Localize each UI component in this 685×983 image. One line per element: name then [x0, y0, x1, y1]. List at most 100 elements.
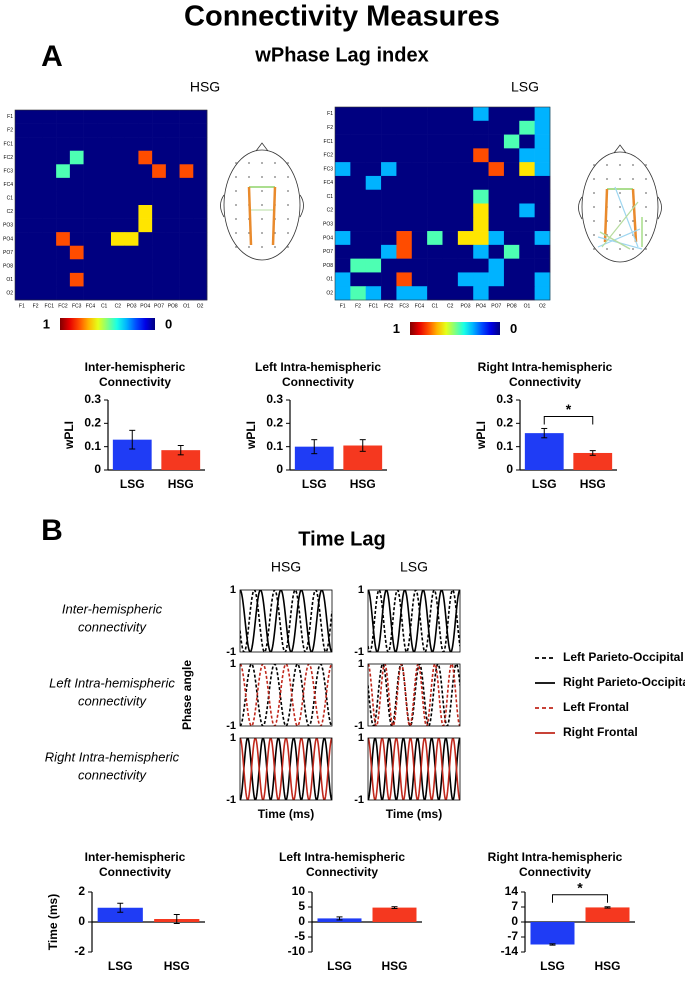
heatmap-cell: [411, 189, 428, 204]
heatmap-cell: [365, 244, 382, 259]
heatmap-cell: [411, 203, 428, 218]
y-tick-label: -1: [226, 646, 236, 658]
y-axis-label: wPLI: [474, 421, 488, 450]
heatmap-cell: [69, 245, 84, 260]
heatmap-cell: [56, 245, 71, 260]
heatmap-cell: [503, 134, 520, 149]
nose: [255, 142, 269, 152]
electrode: [645, 178, 647, 180]
electrode: [593, 178, 595, 180]
bar-chart-title: Left Intra-hemispheric: [279, 850, 405, 864]
electrode: [645, 192, 647, 194]
heatmap-cell: [179, 232, 194, 247]
heatmap-cell: [396, 258, 413, 273]
heatmap-cell: [28, 110, 43, 124]
heatmap-cell: [165, 286, 180, 301]
heatmap-cell: [97, 218, 112, 233]
panel-frame: [367, 663, 461, 727]
heatmap-cell: [427, 148, 443, 163]
heatmap-cell: [97, 286, 112, 301]
heatmap-cell: [15, 137, 30, 152]
heatmap-cell: [503, 272, 520, 287]
heatmap-cell: [519, 107, 535, 122]
heatmap-cell: [335, 120, 351, 135]
heatmap-cell: [365, 258, 382, 273]
heatmap-cell: [42, 245, 57, 260]
row-label: C2: [327, 208, 334, 214]
row-label: connectivity: [78, 693, 147, 708]
column-label: F2: [33, 303, 39, 309]
nose: [613, 144, 627, 154]
heatmap-cell: [457, 175, 474, 191]
column-label: PO3: [461, 303, 471, 309]
heatmap-cell: [350, 175, 367, 191]
heatmap-cell: [42, 177, 57, 192]
heatmap-cell: [97, 232, 112, 247]
y-tick-label: 0.1: [266, 439, 283, 453]
y-tick-label: -14: [501, 944, 519, 958]
column-label: FC2: [384, 303, 394, 309]
heatmap-cell: [42, 272, 57, 287]
electrode: [248, 246, 250, 248]
significance-bracket: [543, 415, 594, 425]
heatmap-cell: [396, 272, 413, 287]
heatmap-cell: [42, 218, 57, 233]
row-label: FC3: [324, 166, 334, 172]
heatmap-cell: [56, 259, 71, 274]
bar-chart-title: Right Intra-hemispheric: [478, 360, 613, 374]
heatmap-cell: [473, 217, 489, 232]
heatmap-cell: [83, 150, 98, 165]
head-map: [220, 142, 304, 261]
heatmap-cell: [350, 286, 367, 301]
bar: [97, 907, 143, 922]
electrode: [619, 192, 621, 194]
heatmap-cell: [56, 191, 71, 206]
heatmap-cell: [473, 272, 489, 287]
heatmap-cell: [442, 134, 459, 149]
heatmap-cell: [69, 137, 84, 152]
row-label: F2: [327, 125, 333, 131]
heatmap-cell: [488, 189, 505, 204]
heatmap-cell: [411, 175, 428, 191]
column-label: FC4: [86, 303, 96, 309]
heatmap-cell: [519, 162, 535, 177]
electrode: [261, 162, 263, 164]
heatmap-cell: [442, 189, 459, 204]
heatmap-cell: [193, 286, 208, 301]
heatmap-cell: [42, 164, 57, 179]
heatmap-cell: [152, 110, 167, 124]
bar-chart-title: Connectivity: [282, 375, 354, 389]
heatmap-cell: [15, 232, 30, 247]
heatmap-cell: [442, 272, 459, 287]
heatmap-cell: [442, 148, 459, 163]
heatmap-cell: [519, 231, 535, 246]
bar-chart-title: Connectivity: [306, 865, 378, 879]
figure-title: Connectivity Measures: [184, 1, 500, 33]
heatmap-cell: [152, 191, 167, 206]
heatmap-cell: [335, 244, 351, 259]
electrode: [261, 204, 263, 206]
heatmap-cell: [152, 123, 167, 138]
heatmap-cell: [56, 177, 71, 192]
heatmap-cell: [503, 162, 520, 177]
electrode: [593, 164, 595, 166]
heatmap-cell: [503, 175, 520, 191]
heatmap-cell: [381, 258, 397, 273]
bar-chart-title: Connectivity: [99, 375, 171, 389]
heatmap-cell: [365, 189, 382, 204]
column-label: PO8: [168, 303, 178, 309]
electrode: [632, 220, 634, 222]
heatmap-cell: [97, 245, 112, 260]
heatmap-cell: [193, 272, 208, 287]
heatmap-cell: [83, 259, 98, 274]
heatmap-cell: [519, 244, 535, 259]
heatmap-cell: [83, 218, 98, 233]
heatmap-cell: [519, 203, 535, 218]
heatmap-cell: [111, 150, 126, 165]
heatmap-cell: [473, 244, 489, 259]
heatmap-cell: [83, 164, 98, 179]
heatmap-cell: [411, 120, 428, 135]
heatmap-cell: [396, 175, 413, 191]
heatmap-cell: [488, 162, 505, 177]
heatmap-cell: [193, 218, 208, 233]
